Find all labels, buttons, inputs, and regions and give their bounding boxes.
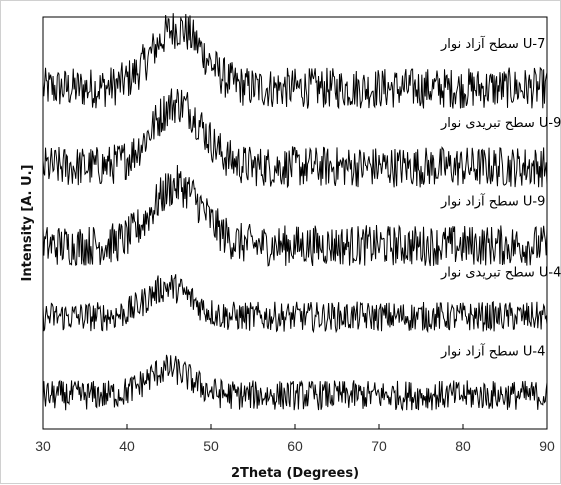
series-label-3: U-9 سطح آزاد نوار <box>440 192 545 209</box>
series-layer <box>42 13 548 412</box>
series-label-layer: U-7 سطح آزاد نوار U-9 سطح تبریدی نوار U-9 … <box>440 35 561 359</box>
series-line-1 <box>42 13 548 110</box>
x-tick-label: 80 <box>455 438 471 454</box>
series-label-5: U-4 سطح آزاد نوار <box>440 342 545 359</box>
series-line-4 <box>42 274 548 334</box>
series-line-2 <box>42 88 548 189</box>
series-label-1: U-7 سطح آزاد نوار <box>440 35 545 52</box>
x-tick-label: 30 <box>35 438 51 454</box>
y-axis-title: Intensity [A. U.] <box>20 165 35 282</box>
x-tick-label: 50 <box>203 438 219 454</box>
x-axis-title: 2Theta (Degrees) <box>231 466 359 481</box>
series-line-5 <box>42 354 548 412</box>
x-tick-label: 60 <box>287 438 303 454</box>
series-label-2: U-9 سطح تبریدی نوار <box>440 116 561 131</box>
series-label-4: U-4 سطح تبریدی نوار <box>440 266 561 281</box>
x-axis-ticks: 30 40 50 60 70 80 90 <box>35 424 555 454</box>
x-tick-label: 40 <box>119 438 135 454</box>
x-tick-label: 90 <box>539 438 555 454</box>
series-line-3 <box>42 164 548 267</box>
x-tick-label: 70 <box>371 438 387 454</box>
